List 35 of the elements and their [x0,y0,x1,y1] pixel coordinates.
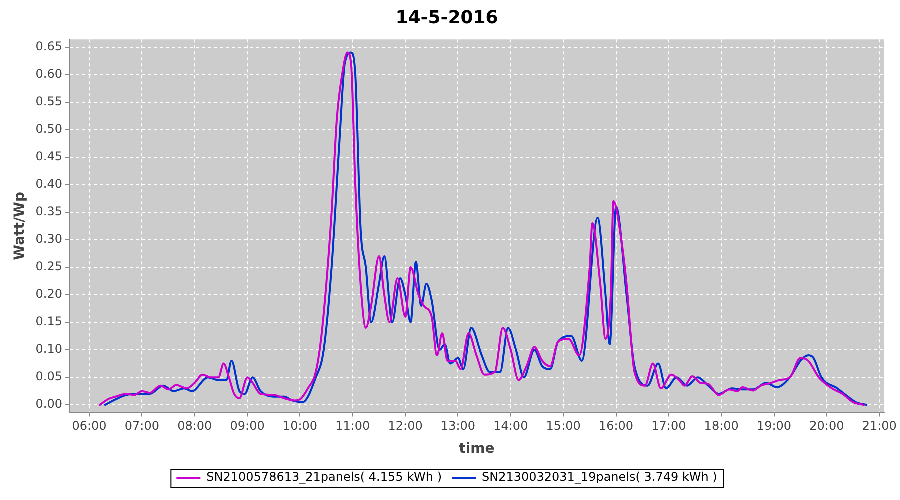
x-tick-label: 14:00 [494,419,528,434]
x-tick-label: 13:00 [440,419,476,434]
x-axis-title: time [459,441,495,458]
x-tick-label: 07:00 [124,419,160,434]
x-tick-label: 20:00 [810,419,844,434]
x-tick-label: 19:00 [756,419,792,434]
y-tick-label: 0.30 [36,232,63,246]
x-tick-label: 16:00 [598,419,634,434]
x-tick-label: 12:00 [388,419,423,434]
y-tick-label: 0.25 [36,260,63,274]
legend-label: SN2130032031_19panels( 3.749 kWh ) [482,470,718,484]
x-tick-label: 18:00 [704,419,739,434]
y-tick-label: 0.05 [36,370,63,384]
legend-label: SN2100578613_21panels( 4.155 kWh ) [206,470,442,484]
x-tick-label: 08:00 [178,419,212,434]
chart-title: 14-5-2016 [396,7,498,28]
x-tick-label: 17:00 [652,419,686,434]
y-tick-label: 0.15 [36,314,63,329]
y-tick-label: 0.65 [36,39,63,54]
x-tick-label: 15:00 [546,419,581,434]
y-tick-label: 0.35 [36,204,63,219]
x-tick-label: 10:00 [282,419,318,434]
x-tick-label: 11:00 [336,419,370,434]
x-tick-label: 09:00 [230,419,265,434]
y-tick-label: 0.40 [36,177,63,192]
y-axis-title: Watt/Wp [12,192,28,260]
y-tick-label: 0.50 [36,122,63,136]
y-tick-label: 0.20 [36,287,63,302]
y-tick-label: 0.10 [36,342,63,356]
y-tick-label: 0.45 [36,150,63,164]
x-tick-label: 06:00 [72,419,107,434]
x-tick-label: 21:00 [862,419,897,434]
y-tick-label: 0.60 [36,66,63,81]
y-tick-label: 0.00 [36,397,63,412]
y-tick-label: 0.55 [36,94,63,108]
